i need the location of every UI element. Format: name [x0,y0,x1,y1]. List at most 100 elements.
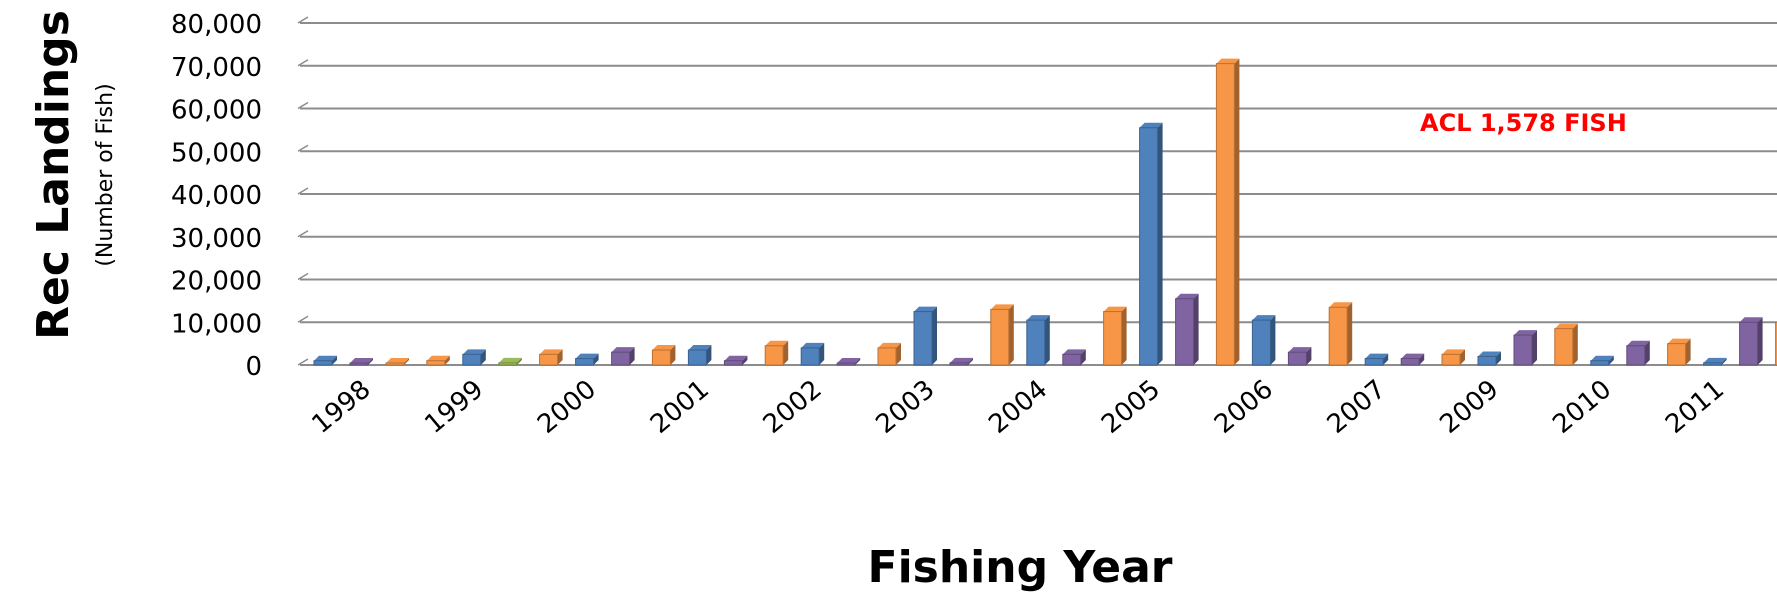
bar-side [1383,353,1389,365]
bar [1103,306,1127,366]
bar [1626,340,1650,366]
bar-front [385,362,405,366]
bar-top [950,357,973,363]
bar-side [932,306,937,365]
bar-top [801,342,825,348]
bar-top [724,355,748,361]
bar-top [1442,349,1465,355]
bar [313,355,337,366]
y-axis-label: Rec Landings [28,10,79,340]
bar-front [1026,319,1046,366]
bar-front [349,362,369,366]
bar-front [913,311,933,366]
bar-front [1364,358,1384,366]
bar-side [1721,357,1727,365]
bar [1441,349,1465,366]
bar-top [688,345,712,351]
gridline-tick [297,230,309,238]
bar-top [1401,353,1425,359]
bar [1139,122,1163,366]
y-tick-label: 30,000 [171,224,262,254]
bar-side [1644,340,1650,365]
bar [1400,353,1425,366]
bar [1328,302,1353,366]
bar [575,353,599,366]
bar-front [1590,360,1610,366]
bar-front [1287,351,1307,366]
bar-top [837,358,861,363]
bar-top [1216,58,1240,64]
bar-side [670,345,676,365]
bar-front [1775,321,1777,366]
bar-side [1044,315,1050,365]
bar-top [914,306,937,312]
bar-top [462,349,486,355]
bar-front [575,358,595,366]
bar-side [855,358,861,365]
y-tick-label: 10,000 [171,309,262,339]
bar [1477,351,1501,366]
bar-top [878,342,901,348]
bar-top [1139,122,1163,128]
bar-top [1554,323,1578,329]
bar-front [949,362,969,366]
bar-front [426,360,446,366]
x-tick-label: 2010 [1547,374,1617,440]
bar-front [1328,306,1348,366]
bar [1703,357,1727,366]
bar-top [1667,338,1691,344]
bar-side [1572,323,1578,365]
bar-side [1757,317,1763,365]
bar [877,342,901,366]
gridline-tick [297,101,309,110]
bar-front [1739,321,1759,366]
bar [913,306,937,366]
x-tick-label: 2009 [1435,374,1505,440]
bar-top [1103,306,1127,312]
bar-side [1608,355,1614,365]
bar [949,357,973,366]
bar-front [800,347,820,366]
x-tick-label: 2004 [983,374,1053,440]
bar [1175,293,1199,366]
x-axis-label: Fishing Year [868,542,1173,593]
gridline-tick [297,59,309,67]
bar-front [1554,328,1574,366]
bar-side [706,345,712,365]
bar-front [990,308,1010,366]
gridline-tick [297,315,309,323]
bar-top [1365,353,1389,359]
bar-front [1400,358,1420,366]
gridline-tick [297,16,309,24]
x-tick-label: 2003 [871,374,941,440]
bar-top [765,340,789,346]
bar-front [1441,353,1461,366]
bar [462,349,486,366]
bar-side [1121,306,1127,365]
bar-top [1252,315,1276,321]
bar-top [1739,317,1763,323]
bar [687,345,712,366]
y-axis-ticks: 0 10,000 20,000 30,000 40,000 50,000 60,000 70,… [171,10,262,382]
bar-front [836,362,856,366]
x-tick-label: 1998 [307,374,377,440]
bar-top [1288,347,1312,353]
bar-side [593,353,599,365]
bar-top [1478,351,1501,357]
bar-front [1626,345,1646,366]
bar-side [742,355,748,365]
bar-front [1139,127,1159,366]
bar-front [1103,311,1123,366]
bar-side [1685,338,1691,365]
bar-side [968,357,973,365]
bar [426,355,450,366]
bar-top [1626,340,1650,346]
bar-top [1175,293,1199,299]
bar-front [462,353,482,366]
bar [1215,58,1240,366]
x-tick-label: 2000 [532,374,602,440]
y-tick-label: 50,000 [171,138,262,168]
bar [1287,347,1312,366]
bar-top [990,304,1014,310]
